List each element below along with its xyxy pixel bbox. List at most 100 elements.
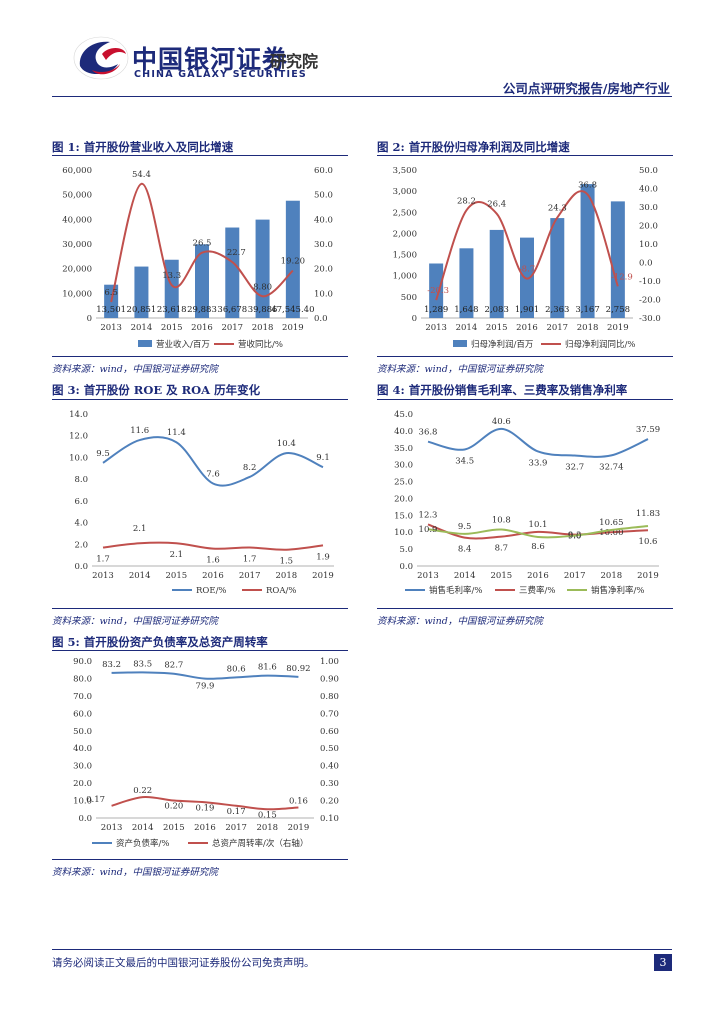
line-data-label: 2.1 xyxy=(170,550,184,560)
line-data-label: 22.7 xyxy=(227,248,246,258)
y-axis-tick: 4.0 xyxy=(74,519,88,529)
bar-data-label: 2,758 xyxy=(606,305,630,315)
company-name-en: CHINA GALAXY SECURITIES xyxy=(134,69,307,80)
right-axis-tick: 0.50 xyxy=(320,744,339,754)
legend-swatch xyxy=(453,340,467,347)
right-axis-tick: 1.00 xyxy=(320,657,339,667)
line-data-label: 11.4 xyxy=(167,428,186,438)
figure-2-title: 图 2: 首开股份归母净利润及同比增速 xyxy=(377,140,570,154)
x-tick-label: 2014 xyxy=(456,323,478,333)
y-axis-tick: 14.0 xyxy=(69,410,88,420)
line-data-label: 10.00 xyxy=(599,528,623,538)
figure-1-title: 图 1: 首开股份营业收入及同比增速 xyxy=(52,140,234,154)
page-number: 3 xyxy=(654,954,672,971)
figure-3-title: 图 3: 首开股份 ROE 及 ROA 历年变化 xyxy=(52,383,261,397)
figure-4-title-rule xyxy=(377,399,673,400)
right-axis-tick: 20.0 xyxy=(639,222,658,232)
line-data-label: 10.8 xyxy=(492,516,511,526)
line-data-label: 7.6 xyxy=(206,469,220,479)
line-data-label: 9.0 xyxy=(568,532,582,542)
line-data-label: 10.6 xyxy=(639,537,658,547)
line-data-label: 0.15 xyxy=(258,810,277,820)
figure-2-source-rule xyxy=(377,356,673,357)
right-axis-tick: 0.0 xyxy=(314,314,328,324)
figure-1-source: 资料来源：wind，中国银河证券研究院 xyxy=(52,364,218,375)
left-axis-tick: 30.0 xyxy=(73,762,92,772)
series-line xyxy=(427,523,649,540)
line-data-label: 33.9 xyxy=(529,458,548,468)
bar xyxy=(195,244,209,318)
line-data-label: 1.5 xyxy=(280,557,294,567)
y-axis-tick: 12.0 xyxy=(69,432,88,442)
right-axis-tick: 40.0 xyxy=(639,185,658,195)
legend-label: 销售毛利率/% xyxy=(429,585,482,596)
line-data-label: 1.9 xyxy=(316,552,330,562)
line-data-label: -8.7 xyxy=(519,265,535,275)
y-axis-tick: 10.0 xyxy=(394,528,413,538)
left-axis-tick: 1,500 xyxy=(393,251,417,261)
x-tick-label: 2019 xyxy=(637,571,659,581)
figure-4-source: 资料来源：wind，中国银河证券研究院 xyxy=(377,616,543,627)
x-tick-label: 2015 xyxy=(161,323,183,333)
legend-label: 归母净利润/百万 xyxy=(471,339,533,350)
series-line xyxy=(102,541,324,551)
report-category: 公司点评研究报告/房地产行业 xyxy=(502,81,670,96)
y-axis-tick: 40.0 xyxy=(394,427,413,437)
figure-5-title: 图 5: 首开股份资产负债率及总资产周转率 xyxy=(52,635,268,649)
right-axis-tick: -30.0 xyxy=(639,314,661,324)
line-data-label: 1.6 xyxy=(206,556,220,566)
line-data-label: 81.6 xyxy=(258,663,277,673)
x-tick-label: 2014 xyxy=(129,571,151,581)
x-tick-label: 2018 xyxy=(601,571,623,581)
y-axis-tick: 30.0 xyxy=(394,461,413,471)
bar-data-label: 1,901 xyxy=(515,305,539,315)
line-data-label: 9.5 xyxy=(458,522,472,532)
left-axis-tick: 2,500 xyxy=(393,208,417,218)
bar xyxy=(134,266,149,318)
line-data-label: 32.74 xyxy=(599,462,623,472)
right-axis-tick: -10.0 xyxy=(639,277,661,287)
line-data-label: 40.6 xyxy=(492,417,511,427)
x-tick-label: 2013 xyxy=(425,323,447,333)
right-axis-tick: 30.0 xyxy=(639,203,658,213)
series-line xyxy=(427,525,649,539)
right-axis-tick: 0.80 xyxy=(320,692,339,702)
bar-data-label: 20,851 xyxy=(127,305,157,315)
net-profit-chart: 0 500 1,000 1,500 2,000 2,500 3,000 3,500 -30.0 -… xyxy=(393,166,661,350)
figure-4-source-rule xyxy=(377,608,673,609)
left-axis-tick: 10,000 xyxy=(62,289,92,299)
right-axis-tick: 0.10 xyxy=(320,814,339,824)
y-axis-tick: 6.0 xyxy=(74,497,88,507)
bar xyxy=(459,248,474,318)
right-axis-tick: 60.0 xyxy=(314,166,333,176)
y-axis-tick: 0.0 xyxy=(399,562,413,572)
line-data-label: 10.65 xyxy=(599,518,623,528)
x-tick-label: 2016 xyxy=(202,571,224,581)
right-axis-tick: 20.0 xyxy=(314,265,333,275)
x-tick-label: 2016 xyxy=(516,323,538,333)
line-data-label: 0.20 xyxy=(164,802,183,812)
line-series xyxy=(110,182,294,303)
right-axis-tick: 0.90 xyxy=(320,674,339,684)
figure-1-source-rule xyxy=(52,356,348,357)
line-data-label: 8.2 xyxy=(243,463,257,473)
x-tick-label: 2017 xyxy=(221,323,243,333)
left-axis-tick: 3,000 xyxy=(393,187,417,197)
figure-5-source: 资料来源：wind，中国银河证券研究院 xyxy=(52,867,218,878)
line-data-label: 26.4 xyxy=(487,200,506,210)
line-data-label: 6.5 xyxy=(104,288,118,298)
line-data-label: 2.1 xyxy=(133,524,147,534)
line-data-label: 28.2 xyxy=(457,196,476,206)
line-data-label: 1.7 xyxy=(243,555,257,565)
line-data-label: 36.8 xyxy=(578,180,597,190)
left-axis-tick: 500 xyxy=(401,293,417,303)
line-data-label: 10.4 xyxy=(277,439,296,449)
x-tick-label: 2016 xyxy=(191,323,213,333)
bar-data-label: 36,678 xyxy=(217,305,247,315)
x-tick-label: 2017 xyxy=(564,571,586,581)
line-data-label: 24.3 xyxy=(548,204,567,214)
x-tick-label: 2019 xyxy=(607,323,629,333)
figure-2-title-rule xyxy=(377,155,673,156)
line-data-label: 26.5 xyxy=(193,239,212,249)
x-tick-label: 2018 xyxy=(256,823,278,833)
